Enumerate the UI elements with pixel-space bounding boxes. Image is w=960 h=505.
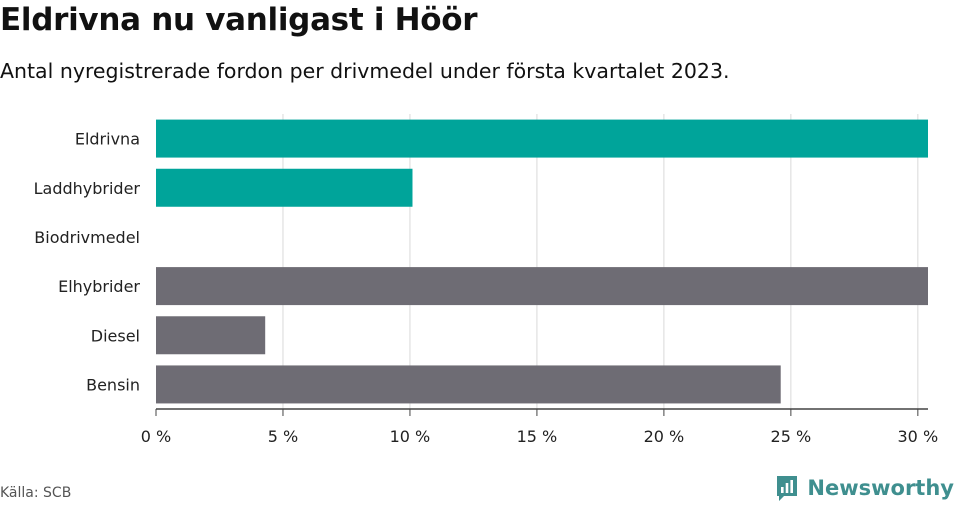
category-label: Eldrivna	[75, 130, 140, 149]
category-label: Bensin	[86, 375, 140, 394]
bar-chart-logo-icon	[777, 476, 798, 501]
bar	[156, 168, 413, 207]
x-axis: 0 % 5 % 10 % 15 % 20 % 25 % 30 %	[141, 408, 939, 446]
category-label: Diesel	[91, 326, 140, 345]
chart-subtitle: Antal nyregistrerade fordon per drivmede…	[0, 59, 730, 83]
x-tick-label: 0 %	[141, 427, 171, 446]
x-tick-label: 5 %	[268, 427, 298, 446]
x-tick-label: 30 %	[898, 427, 939, 446]
category-labels: Eldrivna Laddhybrider Biodrivmedel Elhybrid…	[34, 130, 141, 395]
bar-chart: Eldrivna Laddhybrider Biodrivmedel Elhybrid…	[34, 114, 939, 446]
bar	[156, 119, 928, 158]
x-tick-label: 15 %	[517, 427, 558, 446]
bar	[156, 365, 781, 404]
category-label: Laddhybrider	[34, 179, 141, 198]
chart-title: Eldrivna nu vanligast i Höör	[0, 2, 478, 38]
x-tick-label: 25 %	[771, 427, 812, 446]
source-note: Källa: SCB	[0, 485, 72, 501]
x-tick-label: 10 %	[390, 427, 431, 446]
brand-name: Newsworthy	[807, 476, 954, 500]
bar	[156, 316, 266, 355]
x-tick-label: 20 %	[644, 427, 685, 446]
bars	[156, 119, 928, 404]
category-label: Elhybrider	[58, 277, 140, 296]
grid-lines	[282, 114, 919, 409]
bar	[156, 267, 928, 306]
brand: Newsworthy	[775, 474, 954, 502]
category-label: Biodrivmedel	[34, 228, 140, 247]
